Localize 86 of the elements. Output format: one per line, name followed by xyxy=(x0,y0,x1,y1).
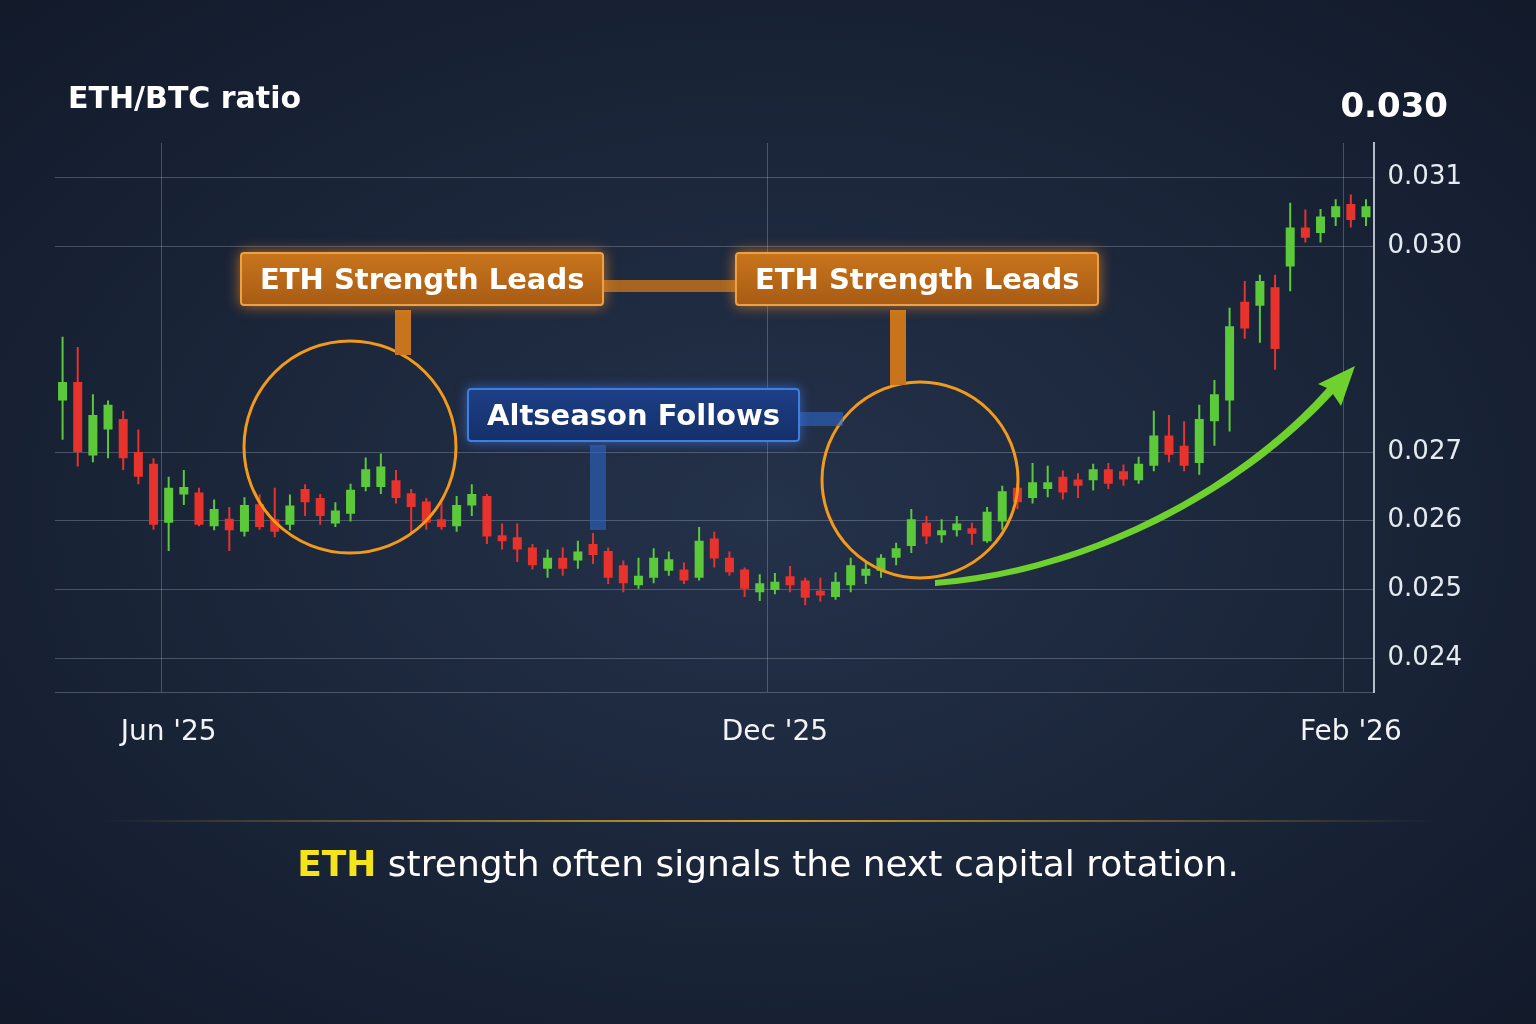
candlestick xyxy=(1149,410,1159,472)
candlestick xyxy=(1240,281,1250,339)
candlestick xyxy=(330,502,340,527)
candlestick xyxy=(103,400,113,459)
candlestick xyxy=(346,483,356,522)
candlestick xyxy=(1316,208,1326,243)
candlestick xyxy=(815,577,825,602)
candlestick xyxy=(1118,464,1128,486)
candlestick xyxy=(1043,465,1053,498)
candlestick xyxy=(1346,194,1356,228)
candlestick xyxy=(300,484,310,516)
candlestick xyxy=(937,519,947,543)
candlestick xyxy=(315,493,325,525)
candlestick xyxy=(1209,379,1219,446)
candlestick xyxy=(664,551,674,576)
text: ETH strength often signals the next capital rotation. xyxy=(297,843,1239,884)
candlestick xyxy=(543,549,553,578)
candlestick xyxy=(194,487,204,527)
annotation: ETH Strength Leads xyxy=(240,252,605,306)
candlestick xyxy=(1164,414,1174,463)
candlestick xyxy=(1285,202,1295,292)
y-tick-label: 0.026 xyxy=(1387,503,1462,534)
candlestick xyxy=(1088,463,1098,491)
x-tick-label: Jun '25 xyxy=(118,714,217,748)
candlestick xyxy=(1028,463,1038,504)
candlestick xyxy=(558,547,568,576)
candlestick xyxy=(1194,404,1204,475)
x-tick-label: Dec '25 xyxy=(721,714,829,748)
candlestick xyxy=(921,515,931,545)
candlestick xyxy=(603,547,613,584)
candlestick xyxy=(1073,473,1083,499)
candlestick xyxy=(527,544,537,570)
candlestick xyxy=(1270,274,1280,370)
candlestick xyxy=(118,410,128,470)
candlestick xyxy=(846,557,856,593)
candlestick xyxy=(831,572,841,600)
candlestick xyxy=(1331,199,1341,227)
candlestick xyxy=(1255,274,1265,343)
candlestick xyxy=(785,566,795,593)
candlestick xyxy=(133,429,143,485)
candlestick xyxy=(285,494,295,531)
candlestick xyxy=(724,551,734,576)
candlestick xyxy=(1058,470,1068,500)
candlestick xyxy=(1300,209,1310,243)
y-tick-label: 0.031 xyxy=(1387,160,1462,191)
candlestick xyxy=(679,562,689,584)
candlestick xyxy=(58,336,68,440)
candlestick xyxy=(952,515,962,537)
candlestick xyxy=(88,394,98,463)
candlestick xyxy=(770,572,780,595)
annotation: ETH Strength Leads xyxy=(735,252,1100,306)
candlestick xyxy=(618,560,628,593)
candlestick xyxy=(164,476,174,551)
y-tick-label: 0.030 xyxy=(1387,228,1462,259)
candlestick xyxy=(588,533,598,564)
candlestick xyxy=(224,506,234,551)
candlestick xyxy=(361,457,371,492)
candlestick xyxy=(740,567,750,597)
candlestick xyxy=(179,469,189,505)
candlestick xyxy=(634,557,643,589)
candlestick xyxy=(209,499,219,531)
candlestick xyxy=(997,485,1007,530)
x-tick-label: Feb '26 xyxy=(1299,714,1402,748)
candlestick xyxy=(861,562,871,584)
y-tick-label: 0.027 xyxy=(1387,434,1462,465)
candlestick xyxy=(73,346,83,467)
candlestick xyxy=(709,531,719,568)
chart-title: ETH/BTC ratio xyxy=(68,80,302,115)
candlestick xyxy=(1361,199,1371,227)
candlestick xyxy=(649,548,659,584)
candlestick xyxy=(1103,463,1113,490)
candlestick xyxy=(891,542,901,566)
candlestick xyxy=(755,574,765,602)
candlestick xyxy=(800,577,810,606)
candlestick xyxy=(1225,307,1235,432)
candlestick xyxy=(376,453,386,494)
y-tick-label: 0.025 xyxy=(1387,572,1462,603)
candlestick xyxy=(982,506,992,543)
candlestick xyxy=(1134,456,1144,484)
candlestick xyxy=(1179,421,1189,472)
y-tick-label: 0.024 xyxy=(1387,640,1462,671)
candlestick xyxy=(573,540,583,569)
candlestick xyxy=(967,522,977,545)
candlestick xyxy=(694,526,704,581)
candlestick xyxy=(149,458,159,530)
candlestick xyxy=(239,497,249,537)
